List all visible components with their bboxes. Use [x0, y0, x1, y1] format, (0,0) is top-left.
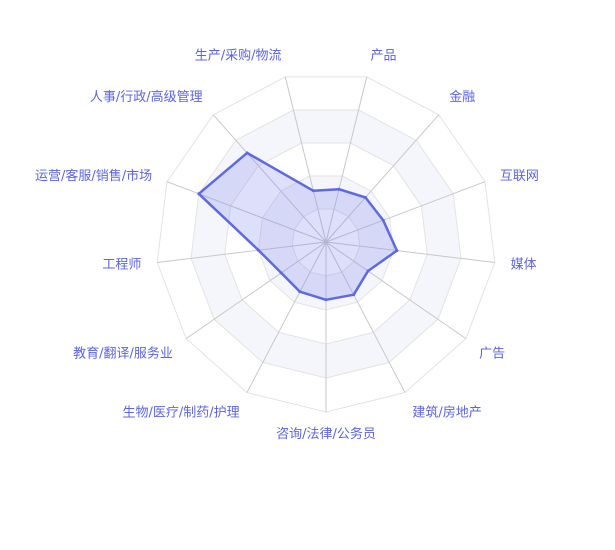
- radar-axis-line-1: [325, 114, 440, 243]
- radar-data-point-2: [381, 218, 385, 222]
- radar-indicator-label-3: 媒体: [511, 257, 537, 272]
- radar-indicator-label-12: 生产/采购/物流: [195, 47, 282, 63]
- radar-indicator-label-0: 产品: [371, 48, 397, 63]
- radar-axis-line-3: [325, 241, 495, 263]
- radar-axis-line-2: [325, 181, 486, 243]
- radar-data-point-12: [311, 189, 315, 193]
- radar-data-point-11: [245, 151, 249, 155]
- radar-indicator-label-8: 教育/翻译/服务业: [73, 346, 173, 362]
- radar-series-layer: [197, 151, 399, 302]
- radar-axis-line-7: [246, 241, 327, 393]
- radar-data-point-10: [197, 192, 201, 196]
- radar-data-point-1: [364, 196, 367, 199]
- radar-axis-line-12: [284, 76, 327, 243]
- radar-axis-lines: [157, 76, 495, 412]
- radar-data-point-3: [395, 249, 399, 253]
- radar-data-point-9: [257, 248, 260, 252]
- radar-axis-line-9: [157, 241, 327, 263]
- radar-indicator-label-11: 人事/行政/高级管理: [90, 89, 203, 105]
- radar-axis-line-0: [325, 76, 368, 243]
- radar-data-point-8: [279, 271, 283, 275]
- radar-data-point-6: [324, 298, 328, 302]
- radar-indicator-label-9: 工程师: [102, 257, 141, 272]
- radar-indicator-label-7: 生物/医疗/制药/护理: [122, 406, 239, 421]
- radar-indicator-label-6: 咨询/法律/公务员: [276, 426, 376, 442]
- radar-data-point-4: [366, 269, 370, 273]
- radar-axis-line-5: [325, 241, 406, 393]
- radar-indicator-label-5: 建筑/房地产: [412, 405, 481, 421]
- radar-indicator-label-1: 金融: [449, 89, 475, 105]
- radar-axis-line-10: [166, 181, 327, 243]
- radar-series-area: [197, 151, 399, 302]
- radar-axis-line-8: [185, 241, 327, 340]
- radar-indicator-label-4: 广告: [479, 347, 505, 362]
- radar-data-point-7: [298, 290, 302, 294]
- radar-indicator-label-2: 互联网: [500, 169, 539, 184]
- radar-data-point-0: [337, 187, 341, 191]
- radar-indicator-label-10: 运营/客服/销售/市场: [35, 168, 152, 184]
- radar-data-point-5: [352, 293, 356, 297]
- radar-axis-line-11: [212, 114, 327, 243]
- radar-axis-line-4: [325, 241, 467, 340]
